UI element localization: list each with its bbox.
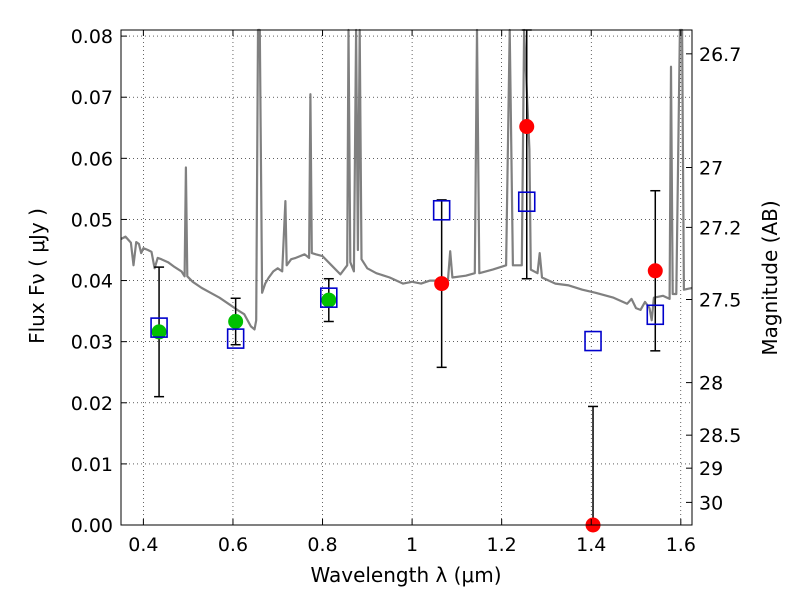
right-tick-label: 28 [699,373,723,395]
y-tick-label: 0.07 [71,87,113,109]
observed-point [228,314,244,329]
x-tick-label: 1.6 [666,534,696,556]
model-square-point [226,328,245,349]
observed-point [151,324,167,340]
right-axis-ticks: 26.7 27 27.2 27.5 28 28.5 29 30 [686,44,741,514]
right-tick-label: 27.2 [699,217,741,239]
y-tick-label: 0.03 [71,332,113,354]
y-axis-ticks: 0.00 0.01 0.02 0.03 0.04 0.05 0.06 0.07 0.08 [71,26,127,537]
observed-point [647,263,663,279]
right-axis-label: Magnitude (AB) [758,200,782,355]
model-square-point [517,191,536,213]
model-square-point [432,199,451,221]
observed-point [434,276,450,292]
x-tick-label: 0.8 [307,534,337,556]
y-axis-label: Flux Fν ( μJy ) [25,208,49,344]
plot-frame [120,29,693,526]
right-tick-label: 27.5 [699,290,741,312]
x-axis-label: Wavelength λ (μm) [310,563,501,587]
y-tick-label: 0.08 [71,26,113,48]
model-square-point [150,317,168,338]
right-tick-label: 30 [699,492,723,514]
observed-point [321,292,337,308]
x-tick-label: 0.4 [128,534,158,556]
x-tick-label: 1.4 [576,534,606,556]
grid [121,30,692,526]
y-tick-label: 0.02 [71,393,113,415]
observed-point [519,119,535,135]
data-markers [150,119,665,533]
x-tick-label: 0.6 [218,534,248,556]
y-tick-label: 0.05 [71,209,113,231]
right-tick-label: 26.7 [699,44,741,66]
x-tick-label: 1.2 [487,534,517,556]
model-square-point [646,304,665,326]
right-tick-label: 28.5 [699,425,741,447]
template-spectrum [120,28,693,331]
model-square-point [584,330,602,352]
model-square-point [319,287,338,308]
x-axis-ticks: 0.4 0.6 0.8 1 1.2 1.4 1.6 [128,30,696,556]
right-tick-label: 27 [699,158,723,180]
y-tick-label: 0.04 [71,271,113,293]
y-tick-label: 0.01 [71,454,113,476]
x-tick-label: 1 [406,534,418,556]
right-tick-label: 29 [699,458,723,480]
y-tick-label: 0.00 [71,515,113,537]
error-bars [154,29,661,526]
y-tick-label: 0.06 [71,148,113,170]
spectrum-line [120,28,693,331]
